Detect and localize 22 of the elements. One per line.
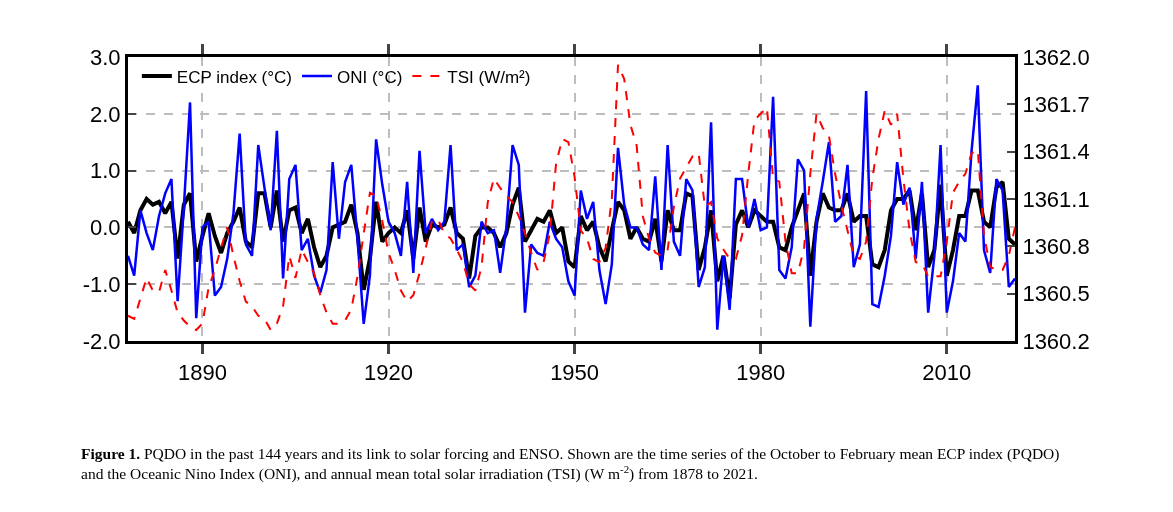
y-tick-label: -2.0	[82, 328, 121, 354]
y-tick-label: -1.0	[82, 271, 121, 297]
legend-label: ECP index (°C)	[176, 67, 293, 87]
y2-tick-label: 1360.2	[1022, 328, 1090, 354]
x-tick-label: 1980	[736, 360, 786, 386]
x-tick-label: 2010	[922, 360, 972, 386]
y2-tick-label: 1361.1	[1022, 186, 1090, 212]
x-tick-label: 1920	[364, 360, 413, 386]
caption: Figure 1. PQDO in the past 144 years and its link to solar forcing and ENSO. Shown are the time series of the October to February mean ECP index (PQDO) and the Oceanic Nino Index (ONI), and annual mean total solar irradiation (TSI) (W m$^{-2}$) from 1878 to 2021.	[81, 445, 1060, 484]
y-tick-label: 2.0	[90, 101, 121, 127]
x-tick-label: 1890	[177, 360, 227, 386]
y2-tick-label: 1361.7	[1022, 92, 1090, 118]
y2-tick-label: 1361.4	[1022, 139, 1090, 165]
legend-label: TSI (W/m²)	[447, 67, 531, 87]
y2-tick-label: 1360.8	[1022, 234, 1090, 260]
y2-tick-label: 1360.5	[1022, 281, 1090, 307]
y-tick-label: 3.0	[90, 44, 121, 70]
x-tick-label: 1950	[550, 360, 600, 386]
y-tick-label: 0.0	[90, 215, 121, 241]
legend-label: ONI (°C)	[337, 67, 403, 87]
y2-tick-label: 1362.0	[1022, 44, 1090, 70]
y-tick-label: 1.0	[90, 158, 121, 184]
